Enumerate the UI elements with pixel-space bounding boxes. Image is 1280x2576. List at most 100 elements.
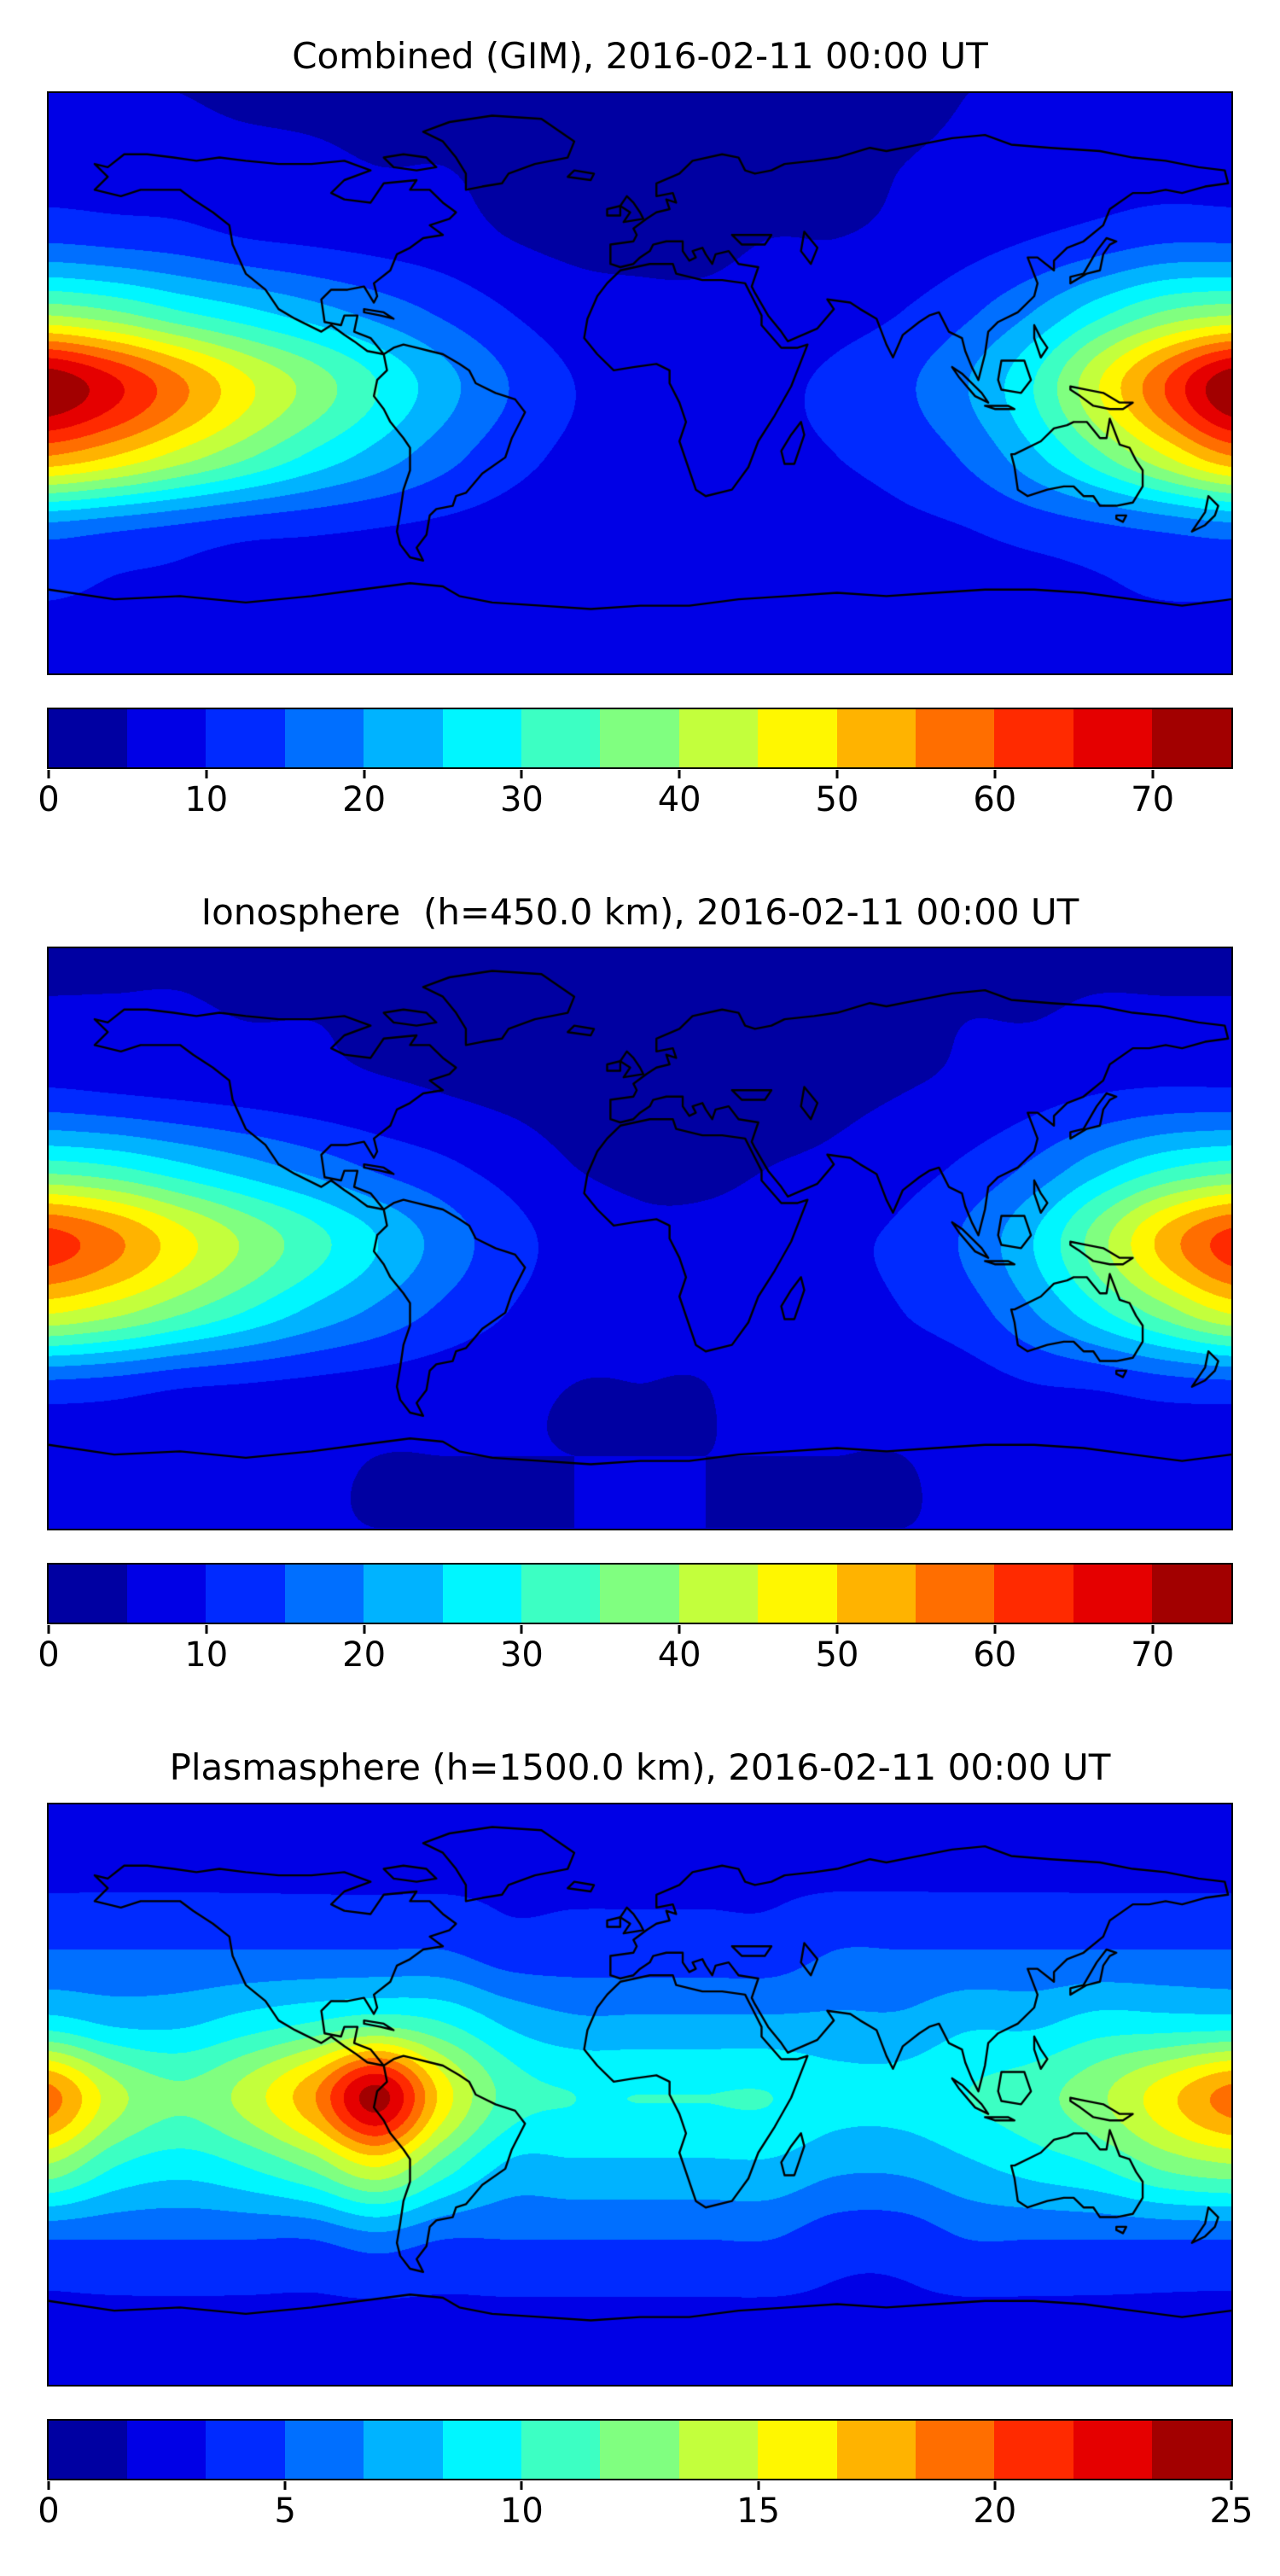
- colorbar-tick-mark: [283, 2480, 287, 2490]
- colorbar-tick-label: 10: [499, 2491, 544, 2531]
- colorbar-tick-label: 50: [815, 779, 859, 819]
- colorbar-tick-mark: [835, 1625, 839, 1634]
- chart-title-ionosphere: Ionosphere (h=450.0 km), 2016-02-11 00:0…: [201, 890, 1079, 933]
- colorbar-segment: [836, 708, 916, 767]
- colorbar-segment: [915, 2420, 995, 2479]
- colorbar-area-ionosphere: 0 10 20 30 40 50 60 70: [38, 1563, 1234, 1682]
- colorbar-segment: [678, 708, 759, 767]
- colorbar-segment: [126, 2420, 207, 2479]
- panel-plasmasphere: Plasmasphere (h=1500.0 km), 2016-02-11 0…: [38, 1734, 1253, 2538]
- colorbar-tick-label: 70: [1131, 779, 1175, 819]
- colorbar-tick-label: 20: [342, 1635, 387, 1675]
- colorbar-segment: [442, 1565, 521, 1623]
- colorbar-segment: [521, 1565, 601, 1623]
- colorbar-segment: [915, 708, 995, 767]
- colorbar-tick-mark: [1151, 769, 1155, 778]
- colorbar-segment: [994, 2420, 1073, 2479]
- colorbar-segment: [284, 2420, 364, 2479]
- colorbar-tick-label: 0: [38, 2491, 60, 2531]
- colorbar-segment: [678, 1565, 759, 1623]
- colorbar-segment: [1073, 708, 1153, 767]
- colorbar-segment: [206, 2420, 285, 2479]
- colorbar-tick-label: 50: [815, 1635, 859, 1675]
- world-map-frame-ionosphere: [47, 947, 1233, 1530]
- colorbar-segment: [758, 2420, 837, 2479]
- colorbar-segment: [364, 708, 443, 767]
- colorbar-segment: [1073, 2420, 1153, 2479]
- colorbar-segment: [364, 1565, 443, 1623]
- colorbar-segment: [364, 2420, 443, 2479]
- colorbar-tick-label: 30: [499, 779, 544, 819]
- colorbar-segment: [284, 1565, 364, 1623]
- colorbar-tick-mark: [1151, 1625, 1155, 1634]
- colorbar-gradient-plasmasphere: [46, 2418, 1233, 2480]
- colorbar-segment: [758, 708, 837, 767]
- colorbar-segment: [206, 1565, 285, 1623]
- tec-heatmap-canvas-combined: [49, 92, 1231, 673]
- colorbar-segment: [1152, 2420, 1231, 2479]
- colorbar-tick-mark: [993, 1625, 997, 1634]
- colorbar-segment: [994, 708, 1073, 767]
- colorbar-tick-mark: [993, 2480, 997, 2490]
- colorbar-segment: [836, 1565, 916, 1623]
- colorbar-segment: [442, 2420, 521, 2479]
- colorbar-segment: [915, 1565, 995, 1623]
- colorbar-segment: [284, 708, 364, 767]
- colorbar-tick-mark: [1230, 2480, 1233, 2490]
- colorbar-tick-label: 10: [184, 1635, 229, 1675]
- chart-title-combined: Combined (GIM), 2016-02-11 00:00 UT: [292, 35, 988, 77]
- colorbar-segment: [126, 708, 207, 767]
- colorbar-segment: [758, 1565, 837, 1623]
- colorbar-tick-mark: [47, 1625, 50, 1634]
- colorbar-segment: [1073, 1565, 1153, 1623]
- colorbar-segment: [1152, 1565, 1231, 1623]
- colorbar-tick-mark: [993, 769, 997, 778]
- colorbar-tick-mark: [363, 769, 366, 778]
- colorbar-segment: [48, 2420, 127, 2479]
- panel-ionosphere: Ionosphere (h=450.0 km), 2016-02-11 00:0…: [38, 878, 1234, 1683]
- colorbar-segment: [836, 2420, 916, 2479]
- colorbar-segment: [206, 708, 285, 767]
- colorbar-tick-mark: [205, 1625, 208, 1634]
- tec-heatmap-canvas-plasmasphere: [49, 1804, 1231, 2385]
- colorbar-gradient-combined: [46, 707, 1233, 769]
- colorbar-segment: [600, 708, 679, 767]
- colorbar-segment: [48, 708, 127, 767]
- colorbar-segment: [126, 1565, 207, 1623]
- colorbar-segment: [521, 2420, 601, 2479]
- colorbar-area-plasmasphere: 0 5 10 15 20 25: [38, 2418, 1253, 2538]
- colorbar-tick-mark: [757, 2480, 760, 2490]
- colorbar-gradient-ionosphere: [46, 1563, 1233, 1624]
- colorbar-segment: [678, 2420, 759, 2479]
- colorbar-tick-mark: [363, 1625, 366, 1634]
- colorbar-tick-mark: [678, 1625, 681, 1634]
- colorbar-tick-label: 60: [973, 779, 1017, 819]
- colorbar-tick-label: 10: [184, 779, 229, 819]
- colorbar-tick-label: 15: [736, 2491, 781, 2531]
- colorbar-area-combined: 0 10 20 30 40 50 60 70: [38, 707, 1234, 827]
- colorbar-tick-label: 20: [342, 779, 387, 819]
- tec-heatmap-canvas-ionosphere: [49, 948, 1231, 1529]
- colorbar-tick-label: 30: [499, 1635, 544, 1675]
- colorbar-tick-mark: [520, 1625, 523, 1634]
- colorbar-segment: [600, 1565, 679, 1623]
- colorbar-tick-label: 60: [973, 1635, 1017, 1675]
- colorbar-segment: [442, 708, 521, 767]
- colorbar-tick-label: 5: [274, 2491, 296, 2531]
- colorbar-segment: [994, 1565, 1073, 1623]
- colorbar-segment: [600, 2420, 679, 2479]
- colorbar-tick-mark: [47, 2480, 50, 2490]
- colorbar-tick-label: 70: [1131, 1635, 1175, 1675]
- colorbar-tick-mark: [205, 769, 208, 778]
- colorbar-tick-label: 40: [657, 779, 701, 819]
- colorbar-segment: [48, 1565, 127, 1623]
- colorbar-segment: [1152, 708, 1231, 767]
- panel-combined-gim: Combined (GIM), 2016-02-11 00:00 UT 0 10 2…: [38, 22, 1234, 827]
- colorbar-tick-mark: [520, 2480, 523, 2490]
- world-map-frame-plasmasphere: [47, 1802, 1233, 2387]
- colorbar-tick-mark: [835, 769, 839, 778]
- colorbar-tick-label: 0: [38, 779, 60, 819]
- colorbar-tick-mark: [47, 769, 50, 778]
- colorbar-tick-mark: [678, 769, 681, 778]
